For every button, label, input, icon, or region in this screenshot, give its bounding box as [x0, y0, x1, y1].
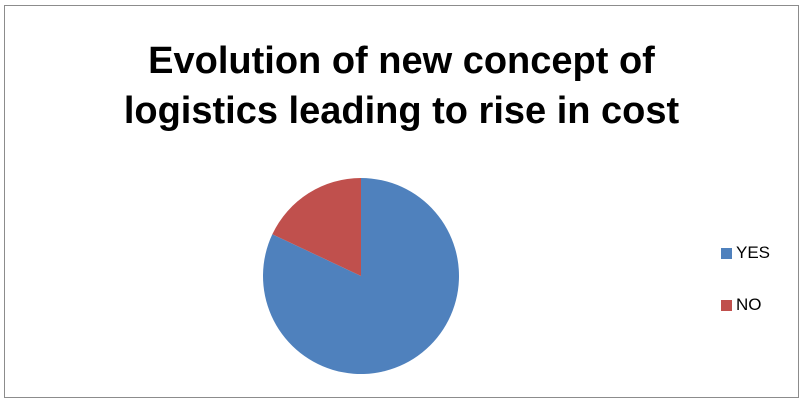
- pie-slice-no: [272, 178, 361, 276]
- pie-slice-yes: [263, 178, 460, 375]
- legend-swatch-no: [721, 299, 732, 311]
- pie-chart: [263, 178, 460, 375]
- legend: YES NO: [721, 240, 770, 344]
- chart-title-line-2: logistics leading to rise in cost: [123, 90, 680, 132]
- legend-item-yes: YES: [721, 240, 770, 266]
- legend-item-no: NO: [721, 292, 770, 318]
- legend-label-yes: YES: [736, 243, 771, 262]
- legend-label-no: NO: [736, 295, 762, 314]
- chart-title: Evolution of new concept of logistics le…: [5, 36, 798, 136]
- legend-swatch-yes: [721, 247, 732, 259]
- chart-title-line-1: Evolution of new concept of: [148, 40, 655, 82]
- chart-frame: Evolution of new concept of logistics le…: [4, 5, 799, 398]
